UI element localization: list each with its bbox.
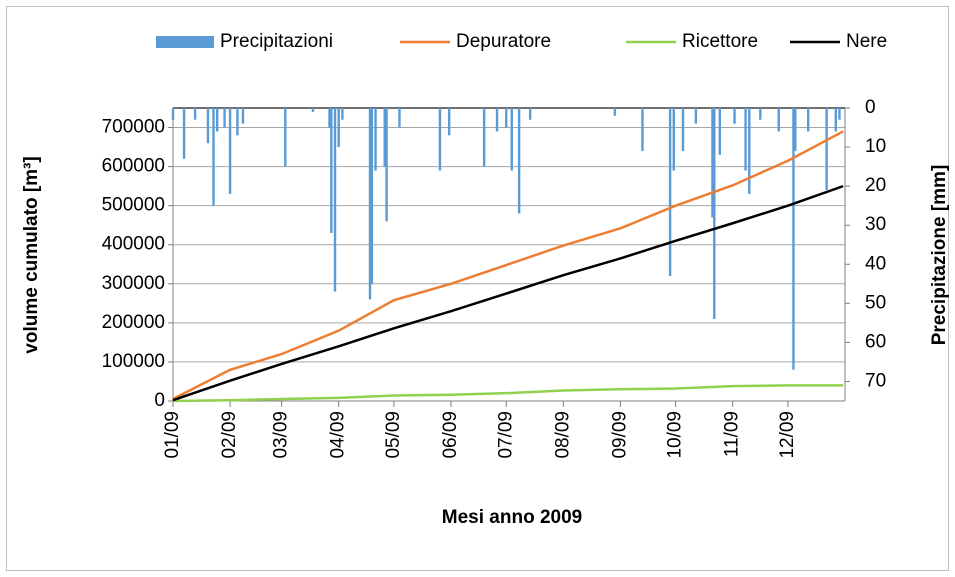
legend-swatch xyxy=(156,36,214,48)
precipitation-bar xyxy=(711,108,714,218)
precipitation-bar xyxy=(672,108,675,171)
y-tick-label: 0 xyxy=(154,390,165,411)
precipitation-bar xyxy=(505,108,508,128)
x-tick-label: 09/09 xyxy=(609,411,630,459)
x-tick-label: 06/09 xyxy=(440,411,461,459)
precipitation-bar xyxy=(341,108,344,120)
x-tick-label: 08/09 xyxy=(552,411,573,459)
y2-tick-label: 30 xyxy=(865,214,886,235)
precipitation-bar xyxy=(212,108,215,206)
y2-axis-title: Precipitazione [mm] xyxy=(929,165,950,346)
precipitation-bar xyxy=(759,108,762,120)
precipitation-bar xyxy=(681,108,685,151)
precipitation-bar xyxy=(241,108,245,124)
precipitation-bar xyxy=(733,108,736,124)
y-tick-label: 600000 xyxy=(102,156,165,177)
precipitation-bar xyxy=(668,108,672,276)
precipitation-bar xyxy=(223,108,226,128)
precipitation-bar xyxy=(528,108,532,120)
precipitation-bar xyxy=(228,108,232,194)
legend-label: Precipitazioni xyxy=(220,31,333,52)
precipitation-bar xyxy=(447,108,451,136)
precipitation-bar xyxy=(694,108,698,124)
x-axis-title: Mesi anno 2009 xyxy=(442,507,582,528)
precipitation-bar xyxy=(748,108,751,194)
y2-tick-label: 60 xyxy=(865,331,886,352)
precipitation-bar xyxy=(215,108,219,132)
precipitation-bar xyxy=(328,108,331,128)
precipitation-bar xyxy=(744,108,747,171)
precipitation-bar xyxy=(368,108,372,300)
x-tick-label: 11/09 xyxy=(722,411,743,457)
precipitation-bar xyxy=(333,108,337,292)
legend-label: Nere xyxy=(846,31,887,52)
x-tick-label: 01/09 xyxy=(162,411,183,459)
legend-label: Depuratore xyxy=(456,31,551,52)
y2-tick-label: 70 xyxy=(865,370,886,391)
precipitation-bar xyxy=(330,108,333,234)
y-tick-label: 400000 xyxy=(102,234,165,255)
precipitation-bar xyxy=(206,108,210,144)
y2-tick-label: 50 xyxy=(865,292,886,313)
y-tick-label: 500000 xyxy=(102,195,165,216)
y2-tick-label: 40 xyxy=(865,253,886,274)
precipitation-bar xyxy=(510,108,513,171)
series-line xyxy=(172,384,844,403)
precipitation-bar xyxy=(385,108,388,222)
precipitation-bar xyxy=(825,108,828,191)
precipitation-bar xyxy=(613,108,617,116)
precipitation-bar xyxy=(311,108,315,112)
precipitation-bar xyxy=(171,108,175,120)
precipitation-bar xyxy=(337,108,340,148)
series-line xyxy=(172,184,844,402)
y2-tick-label: 20 xyxy=(865,175,886,196)
x-tick-label: 03/09 xyxy=(271,411,292,459)
precipitation-bar xyxy=(236,108,239,136)
y2-tick-label: 10 xyxy=(865,136,886,157)
y-axis-title: volume cumulato [m³] xyxy=(21,156,42,353)
precipitation-bar xyxy=(641,108,644,151)
precipitation-bar xyxy=(517,108,521,214)
x-tick-label: 04/09 xyxy=(328,411,349,459)
y2-tick-label: 0 xyxy=(865,97,876,118)
precipitation-bar xyxy=(383,108,386,167)
precipitation-bar xyxy=(398,108,401,128)
x-tick-label: 05/09 xyxy=(383,411,404,459)
legend-label: Ricettore xyxy=(682,31,758,52)
precipitation-bar xyxy=(718,108,722,155)
y-tick-label: 200000 xyxy=(102,312,165,333)
y-tick-label: 300000 xyxy=(102,273,165,294)
chart-border xyxy=(6,6,949,571)
precipitation-bar xyxy=(838,108,841,120)
precipitation-bar xyxy=(794,108,797,151)
precipitation-bar xyxy=(806,108,810,132)
precipitation-bar xyxy=(495,108,499,132)
precipitation-bar xyxy=(182,108,186,159)
x-tick-label: 02/09 xyxy=(219,411,240,459)
x-tick-label: 12/09 xyxy=(777,411,798,459)
x-tick-label: 10/09 xyxy=(665,411,686,459)
precipitation-bar xyxy=(438,108,442,171)
precipitation-bar xyxy=(284,108,287,167)
series-line xyxy=(172,130,844,401)
precipitation-bar xyxy=(777,108,780,132)
precipitation-bar xyxy=(370,108,374,284)
x-tick-label: 07/09 xyxy=(495,411,516,459)
precipitation-bar xyxy=(193,108,197,120)
precipitation-bar xyxy=(374,108,377,171)
y-tick-label: 700000 xyxy=(102,117,165,138)
y-tick-label: 100000 xyxy=(102,351,165,372)
precipitation-bar xyxy=(482,108,486,167)
precipitation-bar xyxy=(792,108,795,370)
precipitation-bar xyxy=(713,108,716,319)
precipitation-bar xyxy=(834,108,837,132)
